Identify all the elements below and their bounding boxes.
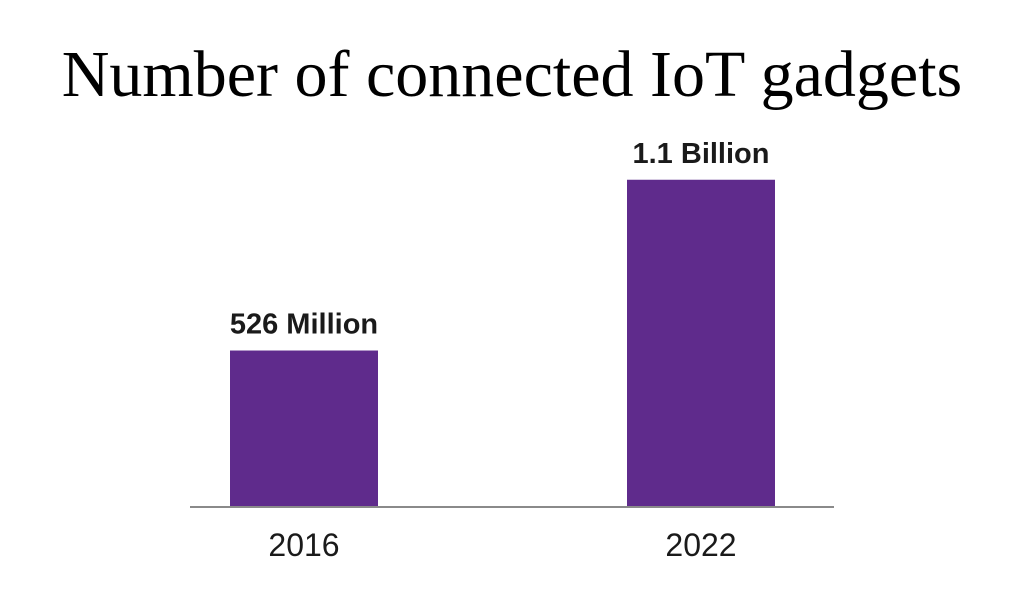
chart-title: Number of connected IoT gadgets <box>61 38 963 111</box>
bars-group <box>230 179 775 507</box>
x-tick-label-2016: 2016 <box>268 527 339 563</box>
data-label-2022: 1.1 Billion <box>633 138 770 170</box>
data-label-2016: 526 Million <box>230 309 378 341</box>
labels-group: 526 Million 1.1 Billion <box>230 138 770 341</box>
bar-2022 <box>627 179 775 507</box>
x-tick-label-2022: 2022 <box>665 527 736 563</box>
bar-2016 <box>230 350 378 507</box>
ticks-group: 2016 2022 <box>268 527 736 563</box>
